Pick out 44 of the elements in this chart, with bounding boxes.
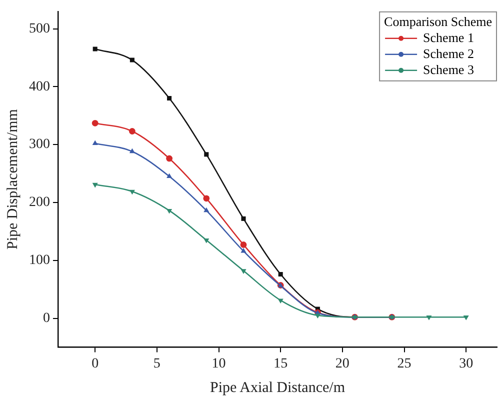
point [278, 272, 283, 277]
point [204, 207, 210, 212]
legend-title: Comparison Scheme [384, 14, 492, 29]
point [166, 155, 172, 162]
y-tick-label: 400 [29, 79, 50, 94]
point [92, 182, 98, 188]
x-tick-label: 0 [92, 356, 99, 372]
point [129, 148, 135, 154]
point [128, 128, 136, 134]
point [240, 269, 246, 274]
point [129, 190, 135, 195]
point [204, 238, 210, 244]
point [92, 140, 98, 146]
point [130, 58, 134, 62]
point [203, 195, 210, 202]
point [166, 208, 172, 214]
point [314, 314, 320, 319]
x-tick-label: 30 [459, 356, 474, 372]
x-tick-label: 25 [397, 356, 412, 372]
point [92, 46, 98, 52]
x-axis-title: Pipe Axial Distance/m [210, 380, 346, 396]
legend-label: Scheme 1 [423, 30, 474, 45]
point [240, 242, 247, 248]
point [204, 152, 209, 157]
point [167, 96, 172, 101]
point [241, 216, 246, 221]
point [278, 298, 284, 304]
y-tick-label: 300 [29, 137, 50, 152]
y-tick-label: 0 [43, 310, 50, 326]
point [426, 315, 432, 320]
point [463, 315, 469, 320]
legend-label: Scheme 2 [423, 46, 474, 61]
point [166, 173, 172, 178]
y-tick-label: 200 [29, 195, 50, 210]
x-tick-label: 20 [335, 356, 350, 372]
y-tick-label: 500 [29, 21, 50, 36]
y-axis-title: Pipe Displacement/mm [4, 108, 21, 250]
x-tick-label: 15 [274, 356, 288, 372]
y-tick-label: 100 [29, 253, 50, 268]
x-tick-label: 10 [212, 356, 226, 372]
legend-label: Scheme 3 [423, 62, 474, 77]
x-tick-label: 5 [153, 356, 160, 372]
point [240, 248, 246, 253]
point [92, 120, 98, 126]
